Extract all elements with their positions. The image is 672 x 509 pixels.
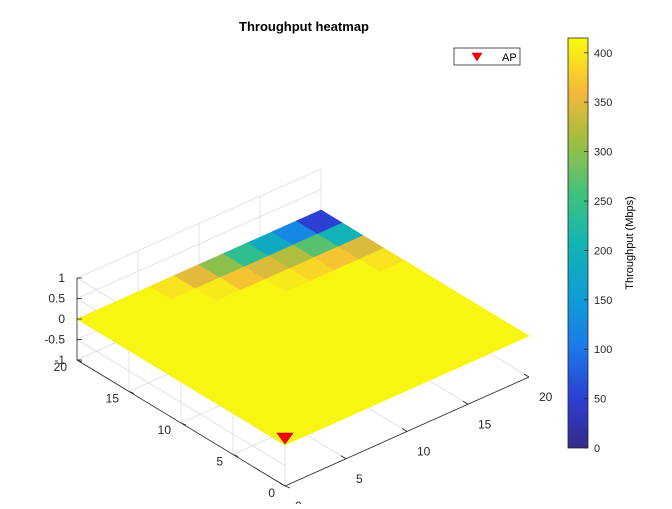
x-tick-mark: [401, 428, 408, 432]
x-tick-mark: [523, 373, 530, 378]
colorbar-tick-label: 400: [594, 48, 612, 60]
z-tick-label: -1: [54, 353, 65, 367]
ap-marker-layer: [276, 432, 294, 445]
legend-box: [453, 47, 521, 66]
colorbar-tick-label: 150: [594, 295, 612, 307]
z-tick-label: -0.5: [44, 333, 65, 347]
z-tick-label: 0.5: [48, 292, 65, 306]
colorbar-tick-label: 350: [594, 97, 612, 109]
colorbar: 0 50 100 150 200 250 300 350 400 Throughput (Mbp…: [567, 37, 636, 455]
ap-marker: [276, 432, 294, 445]
y-tick-label: 5: [216, 455, 223, 469]
chart-title: Throughput heatmap: [239, 19, 369, 34]
colorbar-tick-label: 0: [594, 443, 600, 455]
legend-ap-label: AP: [502, 52, 517, 64]
x-tick-mark: [340, 455, 347, 460]
colorbar-tick-label: 250: [594, 196, 612, 208]
colorbar-tick-label: 200: [594, 245, 612, 257]
y-tick-mark: [232, 454, 239, 457]
colorbar-tick-label: 300: [594, 147, 612, 159]
y-tick-label: 0: [268, 486, 275, 500]
y-tick-label: 15: [106, 392, 120, 406]
colorbar-label: Throughput (Mbps): [624, 196, 636, 290]
axis-ticks: 0510152005101520-1-0.500.51: [44, 271, 553, 509]
colorbar-tick-label: 50: [594, 394, 606, 406]
heatmap-surface: [76, 209, 530, 446]
y-tick-mark: [180, 422, 187, 426]
x-tick-label: 10: [417, 445, 431, 459]
x-tick-mark: [279, 482, 286, 487]
legend-ap-marker: [471, 52, 483, 62]
y-tick-label: 10: [158, 423, 172, 437]
x-tick-label: 15: [478, 417, 492, 431]
heatmap-cell: [295, 209, 343, 234]
z-tick-label: 1: [58, 271, 65, 285]
colorbar-tick-label: 100: [594, 344, 612, 356]
colorbar-ticks: 0 50 100 150 200 250 300 350 400: [584, 48, 612, 455]
x-tick-mark: [462, 400, 469, 405]
y-tick-mark: [284, 485, 291, 489]
x-tick-label: 20: [539, 390, 553, 404]
x-tick-label: 0: [295, 499, 302, 504]
y-tick-label: 20: [54, 360, 68, 374]
legend: AP: [453, 47, 521, 66]
x-tick-label: 5: [356, 472, 363, 486]
y-tick-mark: [128, 391, 135, 394]
colorbar-gradient: [567, 37, 589, 449]
z-tick-label: 0: [58, 312, 65, 326]
